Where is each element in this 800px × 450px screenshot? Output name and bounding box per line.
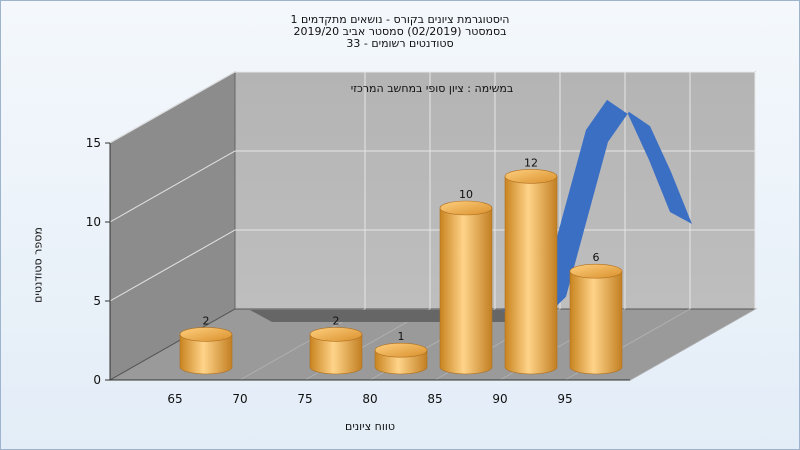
x-tick-label: 65 xyxy=(167,392,182,406)
bar-body xyxy=(569,270,623,375)
bar xyxy=(179,327,233,375)
bar-cap xyxy=(439,200,493,216)
bar xyxy=(569,263,623,375)
bar xyxy=(374,342,428,375)
x-tick-label: 75 xyxy=(297,392,312,406)
x-axis-label: טווח ציונים xyxy=(345,420,395,433)
bar-cap xyxy=(374,342,428,358)
chart-title-line-3: סטודנטים רשומים - 33 xyxy=(346,37,454,50)
bar-value-label: 6 xyxy=(593,251,600,264)
x-tick-label: 70 xyxy=(232,392,247,406)
bar-value-label: 2 xyxy=(203,314,210,327)
bar-body xyxy=(504,176,558,375)
bar xyxy=(504,169,558,375)
y-tick-label: 10 xyxy=(86,215,101,229)
x-tick-label: 80 xyxy=(362,392,377,406)
bar-body xyxy=(179,334,233,375)
bar-value-label: 2 xyxy=(333,314,340,327)
x-tick-label: 85 xyxy=(427,392,442,406)
bar-cap xyxy=(179,327,233,342)
bar xyxy=(309,327,363,375)
y-tick-label: 0 xyxy=(93,373,101,387)
y-tick-label: 15 xyxy=(86,136,101,150)
bar-cap xyxy=(504,169,558,184)
bar-body xyxy=(309,334,363,375)
bar-value-label: 1 xyxy=(398,330,405,343)
y-axis-label: מספר סטודנטים xyxy=(31,227,45,303)
y-tick-label: 5 xyxy=(93,294,101,308)
chart-title-line-1: היסטוגרמת ציונים בקורס - נושאים מתקדמים … xyxy=(290,13,510,26)
bar-cap xyxy=(569,263,623,279)
task-label: במשימה : ציון סופי במחשב המרכזי xyxy=(350,82,514,95)
x-tick-label: 90 xyxy=(492,392,507,406)
x-tick-label: 95 xyxy=(557,392,572,406)
bar xyxy=(439,200,493,375)
bar-value-label: 12 xyxy=(524,156,538,169)
bar-value-label: 10 xyxy=(459,188,473,201)
chart-title-line-2: בסמסטר (02/2019) סמסטר אביב 2019/20 xyxy=(293,25,507,38)
y-gridline xyxy=(109,71,755,144)
bar-cap xyxy=(309,327,363,342)
floor-gridline xyxy=(629,308,756,381)
bar-body xyxy=(439,207,493,375)
